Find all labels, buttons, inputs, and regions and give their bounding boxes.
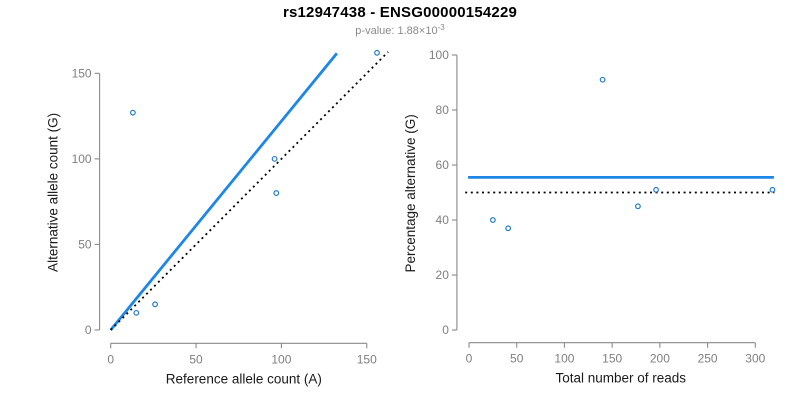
data-point [599,76,606,83]
data-point [635,203,641,210]
allele-counts-scatter: 0 50 100 150 0 50 100 150 Reference allele count… [46,49,389,386]
x-tick-label: 200 [650,352,670,366]
y-tick-label: 0 [85,323,92,337]
data-point [271,155,278,162]
identity-line [110,51,389,331]
data-point [489,217,496,223]
data-point [273,190,280,196]
y-tick-label: 80 [436,103,450,117]
x-tick-label: 150 [602,352,622,366]
x-tick-label: 100 [554,352,574,366]
x-tick-label: 150 [357,352,377,366]
x-axis-title: Reference allele count (A) [166,371,322,386]
x-tick-label: 0 [466,352,473,366]
y-axis-title: Alternative allele count (G) [46,113,61,272]
subtitle-text: p-value: 1.88×10 [355,25,438,37]
fitted-proportion-line [109,52,338,331]
data-point [129,109,136,116]
y-tick-label: 50 [78,238,92,252]
plot-subtitle: p-value: 1.88×10-3 [0,23,800,37]
data-point [505,225,512,232]
data-point [769,186,776,193]
data-point [374,49,380,56]
y-tick-label: 40 [436,213,450,227]
data-point [152,301,158,308]
y-axis-title: Percentage alternative (G) [403,114,418,272]
x-tick-label: 250 [698,352,718,366]
percentage-vs-reads-scatter: 0 50 100 150 200 250 300 0 20 40 60 80 100 Total numb… [403,48,776,386]
data-point [133,309,140,316]
y-tick-label: 100 [429,48,449,62]
x-tick-label: 300 [745,352,765,366]
y-tick-label: 100 [72,152,92,166]
data-point [653,186,659,193]
y-tick-label: 20 [436,268,450,282]
plot-title: rs12947438 - ENSG00000154229 [282,4,518,21]
subtitle-exponent: -3 [437,23,445,32]
x-tick-label: 0 [107,352,114,366]
x-tick-label: 50 [189,352,203,366]
y-tick-label: 150 [72,67,92,81]
y-tick-label: 0 [442,323,449,337]
x-axis-title: Total number of reads [555,371,686,386]
y-tick-label: 60 [436,158,450,172]
x-tick-label: 100 [271,352,291,366]
x-tick-label: 50 [510,352,524,366]
